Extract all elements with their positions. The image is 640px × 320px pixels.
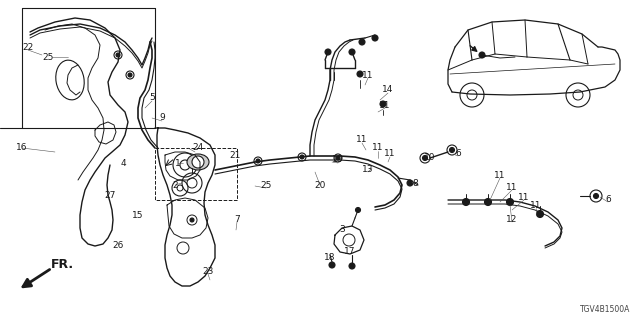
Text: 1: 1 xyxy=(175,158,181,167)
Text: 6: 6 xyxy=(455,148,461,157)
Text: 7: 7 xyxy=(234,215,240,225)
Text: 11: 11 xyxy=(356,135,368,145)
Circle shape xyxy=(343,234,355,246)
Text: 22: 22 xyxy=(22,43,34,52)
Text: 11: 11 xyxy=(380,100,391,109)
Circle shape xyxy=(116,53,120,57)
Text: 15: 15 xyxy=(132,211,144,220)
Text: 11: 11 xyxy=(384,149,396,158)
Circle shape xyxy=(349,263,355,269)
Text: 10: 10 xyxy=(424,153,436,162)
Circle shape xyxy=(349,49,355,55)
Circle shape xyxy=(300,155,304,159)
Circle shape xyxy=(593,194,598,198)
Circle shape xyxy=(329,262,335,268)
Circle shape xyxy=(463,198,470,205)
Bar xyxy=(155,148,237,200)
Text: 3: 3 xyxy=(339,226,345,235)
Text: 4: 4 xyxy=(120,158,126,167)
Circle shape xyxy=(334,154,342,162)
Text: 13: 13 xyxy=(362,165,374,174)
Text: 23: 23 xyxy=(202,267,214,276)
Text: 27: 27 xyxy=(104,190,116,199)
Text: 11: 11 xyxy=(372,143,384,153)
Circle shape xyxy=(192,156,204,168)
Circle shape xyxy=(566,83,590,107)
Text: 18: 18 xyxy=(324,253,336,262)
Text: FR.: FR. xyxy=(51,259,74,271)
Text: 20: 20 xyxy=(314,180,326,189)
Text: 25: 25 xyxy=(42,52,54,61)
Text: 5: 5 xyxy=(149,93,155,102)
Circle shape xyxy=(479,52,485,58)
Text: 11: 11 xyxy=(494,171,506,180)
Text: 2: 2 xyxy=(172,180,178,189)
Text: 11: 11 xyxy=(518,194,530,203)
Text: 14: 14 xyxy=(382,85,394,94)
Text: 26: 26 xyxy=(112,242,124,251)
Text: TGV4B1500A: TGV4B1500A xyxy=(580,305,630,314)
Circle shape xyxy=(460,83,484,107)
Circle shape xyxy=(190,218,194,222)
Circle shape xyxy=(407,180,413,186)
Circle shape xyxy=(298,153,306,161)
Circle shape xyxy=(422,156,428,161)
Text: 19: 19 xyxy=(332,156,344,164)
Text: 24: 24 xyxy=(193,143,204,153)
Text: 17: 17 xyxy=(344,247,356,257)
Text: 21: 21 xyxy=(229,150,241,159)
Circle shape xyxy=(355,207,360,212)
Circle shape xyxy=(325,49,331,55)
Circle shape xyxy=(357,71,363,77)
Text: 16: 16 xyxy=(16,143,28,153)
Circle shape xyxy=(336,156,340,160)
Circle shape xyxy=(128,73,132,77)
Text: 9: 9 xyxy=(159,114,165,123)
Text: 11: 11 xyxy=(531,202,541,211)
Text: 11: 11 xyxy=(362,70,374,79)
Circle shape xyxy=(506,198,513,205)
Circle shape xyxy=(536,211,543,218)
Circle shape xyxy=(254,157,262,165)
Circle shape xyxy=(359,39,365,45)
Text: 25: 25 xyxy=(260,180,272,189)
Ellipse shape xyxy=(187,154,209,170)
Text: 6: 6 xyxy=(605,196,611,204)
Circle shape xyxy=(484,198,492,205)
Circle shape xyxy=(372,35,378,41)
Circle shape xyxy=(256,159,260,163)
Circle shape xyxy=(449,148,454,153)
Text: 12: 12 xyxy=(506,215,518,225)
Text: 11: 11 xyxy=(506,183,518,193)
Text: 8: 8 xyxy=(412,179,418,188)
Circle shape xyxy=(380,101,386,107)
